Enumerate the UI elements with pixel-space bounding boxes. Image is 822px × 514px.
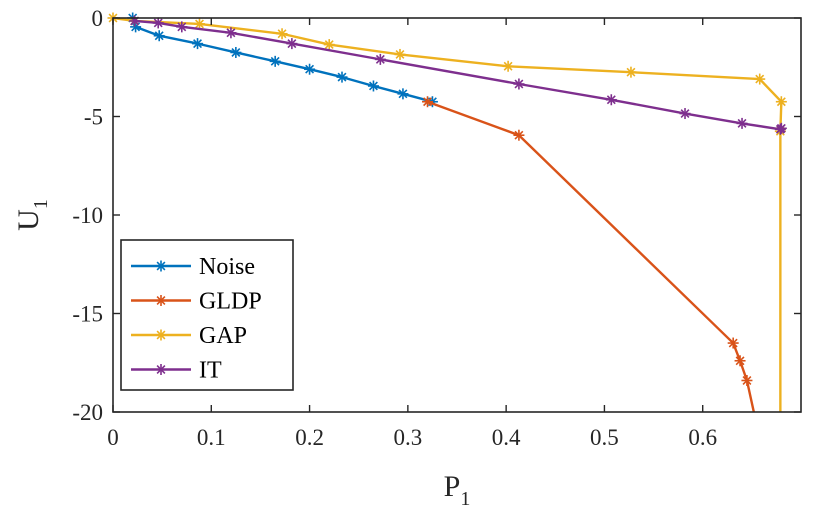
data-point-gldp: [513, 129, 525, 141]
data-point-it: [129, 15, 141, 27]
data-point-noise: [230, 46, 242, 58]
data-point-it: [775, 122, 787, 134]
data-point-it: [374, 53, 386, 65]
data-point-noise: [304, 63, 316, 75]
x-tick-label: 0.3: [393, 425, 422, 450]
data-point-noise: [397, 88, 409, 100]
legend-marker: [155, 295, 167, 306]
x-tick-label: 0.2: [295, 425, 324, 450]
legend-item-noise: Noise: [131, 254, 255, 280]
y-tick-label: -5: [84, 105, 103, 130]
legend-label: IT: [199, 358, 222, 384]
data-point-gap: [502, 60, 514, 72]
y-tick-label: 0: [92, 6, 104, 31]
legend-item-gap: GAP: [131, 323, 247, 349]
data-point-gap: [193, 18, 205, 30]
x-tick-label: 0.6: [688, 425, 717, 450]
y-tick-label: -15: [72, 302, 103, 327]
x-tick-label: 0: [107, 425, 119, 450]
data-point-noise: [192, 38, 204, 50]
legend-label: GLDP: [199, 289, 262, 315]
legend-label: Noise: [199, 254, 255, 280]
legend-marker: [155, 260, 167, 272]
x-tick-label: 0.5: [590, 425, 619, 450]
data-point-gap: [754, 73, 766, 85]
data-point-it: [152, 17, 164, 29]
data-point-gldp: [727, 337, 739, 349]
y-tick-label: -20: [72, 400, 103, 425]
data-point-it: [605, 94, 617, 106]
data-point-gap: [323, 39, 335, 51]
series-it: [129, 15, 787, 135]
x-axis-label: P1: [444, 470, 471, 510]
data-point-noise: [269, 55, 281, 67]
legend-marker: [155, 364, 167, 375]
data-point-gap: [775, 96, 787, 108]
series-gldp: [422, 96, 755, 413]
data-point-it: [225, 27, 237, 39]
y-axis-label: U1: [12, 199, 52, 231]
x-tick-label: 0.1: [197, 425, 226, 450]
x-tick-label: 0.4: [492, 425, 521, 450]
x-axis-label-subscript: 1: [460, 488, 470, 510]
data-point-it: [513, 78, 525, 90]
data-point-gap: [276, 28, 288, 40]
series-line-gldp: [427, 100, 755, 413]
data-point-gldp: [422, 96, 434, 108]
data-point-gldp: [734, 355, 746, 367]
data-point-noise: [153, 30, 165, 42]
data-point-it: [176, 21, 188, 33]
legend-item-it: IT: [131, 358, 222, 384]
legend-label: GAP: [199, 323, 247, 349]
axes-layer: 0 0.1 0.2 0.3 0.4 0.5 0.6 0 -5 -10 -15 -20 P1 U1: [12, 6, 802, 510]
legend-marker: [155, 329, 167, 341]
series-layer: [107, 12, 787, 413]
y-tick-label: -10: [72, 203, 103, 228]
data-point-it: [679, 108, 691, 120]
data-point-gldp: [741, 374, 753, 386]
data-point-noise: [367, 80, 379, 92]
data-point-gap: [625, 66, 637, 78]
y-axis-label-subscript: 1: [30, 199, 52, 209]
data-point-noise: [336, 71, 348, 83]
data-point-gap: [394, 48, 406, 60]
legend-item-gldp: GLDP: [131, 289, 262, 315]
legend: Noise GLDP GAP IT: [120, 239, 294, 391]
data-point-it: [736, 117, 748, 129]
data-point-it: [286, 38, 298, 50]
